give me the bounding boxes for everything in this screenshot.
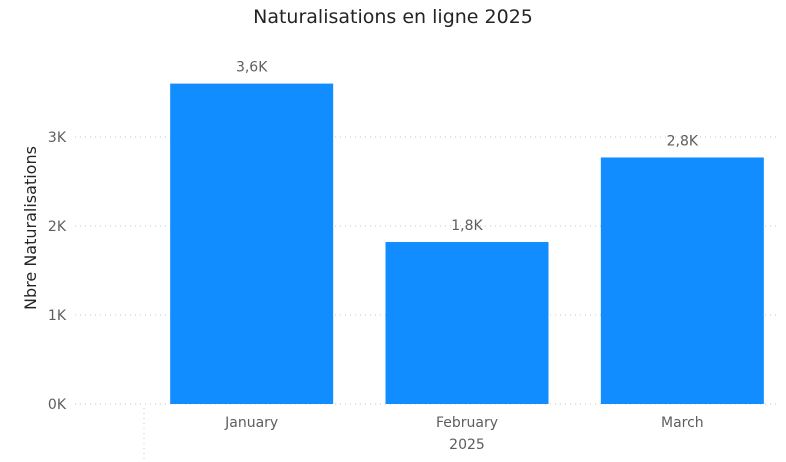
x-tick-label: March [661,415,704,431]
x-axis-year-label: 2025 [449,437,485,453]
data-label: 1,8K [451,218,483,234]
y-tick-label: 1K [48,308,67,324]
data-label: 3,6K [236,60,268,76]
y-tick-label: 0K [48,397,67,413]
bar-march[interactable] [600,157,764,404]
x-axis: January February March [224,415,704,431]
y-axis-title: Nbre Naturalisations [21,146,40,310]
bar-february[interactable] [385,242,549,404]
data-label: 2,8K [667,133,699,149]
x-tick-label: February [436,415,498,431]
y-tick-label: 3K [48,130,67,146]
chart-title: Naturalisations en ligne 2025 [253,6,533,28]
y-tick-label: 2K [48,219,67,235]
bar-january[interactable] [170,83,334,404]
y-axis: 0K 1K 2K 3K [48,130,67,413]
bars [170,83,764,404]
data-labels: 3,6K 1,8K 2,8K [236,60,699,234]
x-tick-label: January [224,415,278,431]
